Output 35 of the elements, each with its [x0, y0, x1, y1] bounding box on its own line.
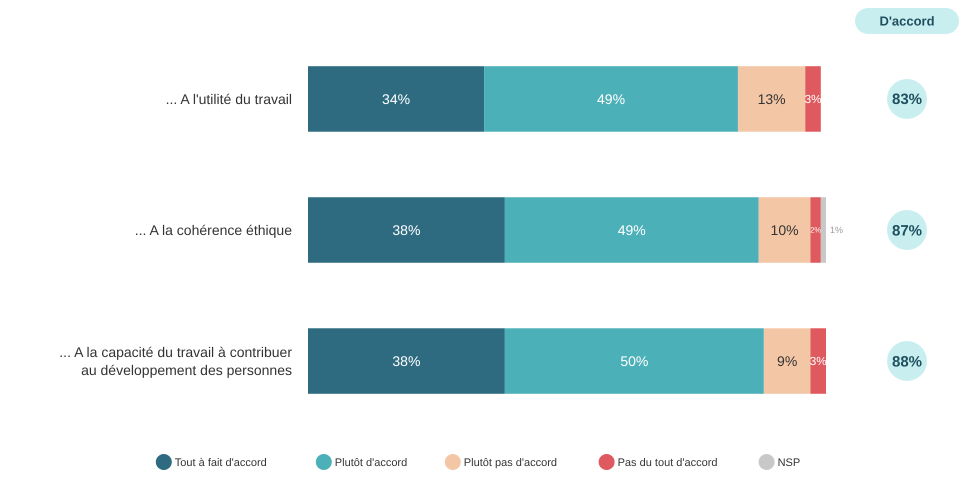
y-tick-label: ... A la cohérence éthique	[134, 222, 292, 238]
bar	[504, 197, 759, 263]
legend-label: Tout à fait d'accord	[174, 456, 267, 469]
y-tick-label: ... A l'utilité du travail	[166, 90, 292, 107]
data-label: 49%	[618, 222, 646, 238]
bar	[820, 197, 826, 263]
bar	[308, 197, 505, 263]
data-label: 38%	[392, 352, 420, 369]
bar	[484, 66, 738, 132]
bar	[764, 328, 810, 394]
data-label: 13%	[758, 90, 786, 107]
bar	[504, 328, 764, 394]
bar	[805, 66, 821, 132]
legend-label: Plutôt pas d'accord	[464, 456, 558, 469]
bar	[758, 197, 810, 263]
data-label: 3%	[804, 93, 822, 106]
bar	[308, 66, 484, 132]
legend-label: Pas du tout d'accord	[618, 456, 718, 469]
text: D'accord	[879, 14, 935, 29]
text: 88%	[892, 353, 922, 370]
text: 83%	[892, 91, 922, 108]
bar	[738, 66, 806, 132]
data-label: 38%	[392, 222, 420, 238]
y-tick-label: ... A la capacité du travail à contribuer au développement des personnes	[59, 344, 292, 378]
data-label: 34%	[382, 90, 410, 107]
data-label: 50%	[620, 352, 648, 369]
legend-label: Plutôt d'accord	[334, 456, 408, 469]
data-label: 10%	[770, 222, 799, 238]
legend-label: NSP	[778, 456, 800, 469]
data-label: 1%	[830, 225, 844, 236]
data-label: 9%	[777, 352, 798, 369]
bar	[810, 197, 821, 263]
data-label: 49%	[597, 90, 626, 107]
bar	[308, 328, 505, 394]
text: 87%	[892, 222, 922, 240]
